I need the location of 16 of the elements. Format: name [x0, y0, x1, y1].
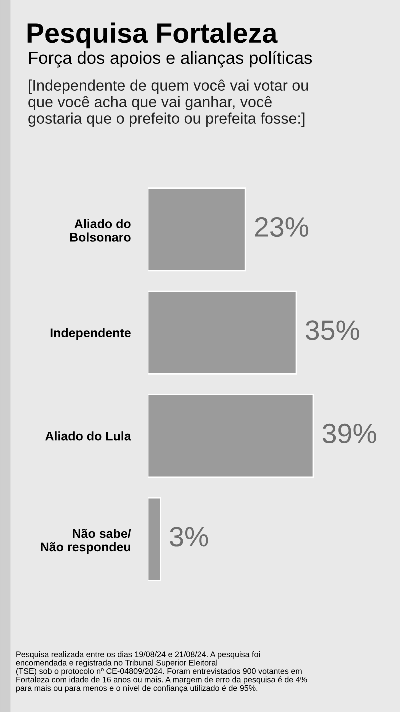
- bar: [148, 290, 298, 375]
- y-tick-label: Aliado do Lula: [46, 432, 132, 441]
- bar: [148, 497, 162, 582]
- data-label: 3%: [170, 527, 208, 547]
- data-label: 35%: [306, 320, 360, 340]
- chart-subtitle: Força dos apoios e alianças políticas: [29, 51, 312, 68]
- bar: [148, 394, 314, 478]
- y-tick-label: Não sabe/ Não respondeu: [41, 528, 132, 554]
- data-label: 23%: [255, 217, 309, 238]
- bar: [148, 188, 246, 272]
- chart-title: Pesquisa Fortaleza: [28, 22, 278, 49]
- y-tick-label: Aliado do Bolsonaro: [70, 219, 131, 242]
- y-tick-label: Independente: [50, 328, 131, 340]
- text: Pesquisa realizada entre os dias 19/08/24 e 21/08/24. A pesquisa foi encomendada e registrada no Tribunal Superior Eleitoral (TSE) sob o protocolo nº CE-04809/2024. Foram entrevistados 900 votantes em Fortaleza com idade de 16 anos ou mais. A margem de erro da pesquisa é de 4% para mais ou para menos e o nível de confiança utilizado é de 95%.: [16, 651, 308, 693]
- text: [Independente de quem você vai votar ou que você acha que vai ganhar, você gostaria que o prefeito ou prefeita fosse:]: [28, 80, 308, 128]
- data-label: 39%: [322, 424, 376, 444]
